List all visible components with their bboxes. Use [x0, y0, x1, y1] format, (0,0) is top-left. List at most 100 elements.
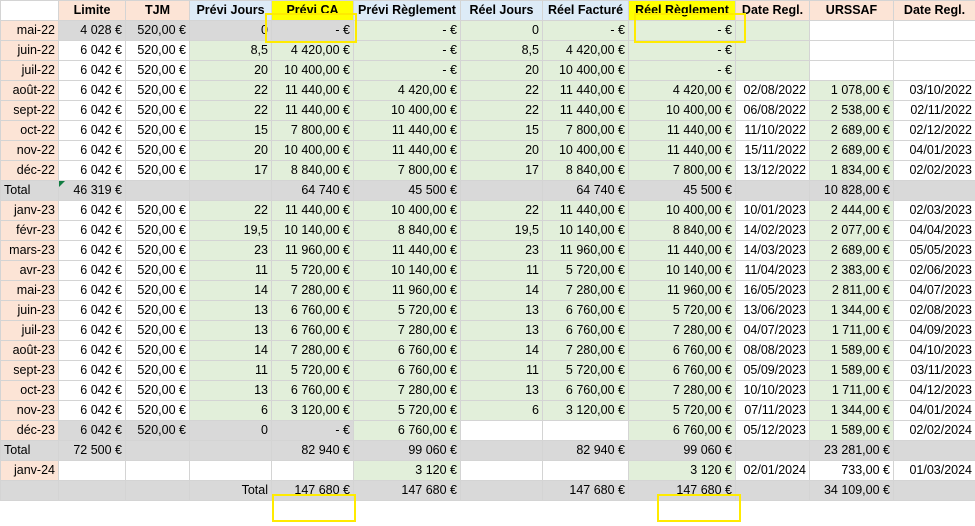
cell-reel-facture[interactable]: 6 760,00 €: [542, 380, 629, 401]
cell-previ-jours[interactable]: Total: [189, 480, 272, 501]
cell-previ-ca[interactable]: - €: [271, 420, 354, 441]
cell-urssaf[interactable]: 1 078,00 €: [809, 80, 894, 101]
cell-previ-jours[interactable]: 11: [189, 260, 272, 281]
cell-urssaf[interactable]: 2 689,00 €: [809, 120, 894, 141]
cell-month[interactable]: févr-23: [0, 220, 59, 241]
cell-reel-reglement[interactable]: 10 400,00 €: [628, 100, 736, 121]
cell-limite[interactable]: 6 042 €: [58, 140, 126, 161]
cell-previ-jours[interactable]: 17: [189, 160, 272, 181]
cell-reel-jours[interactable]: 0: [460, 20, 543, 41]
cell-date-regl[interactable]: 02/08/2022: [735, 80, 810, 101]
cell-reel-reglement[interactable]: 6 760,00 €: [628, 340, 736, 361]
cell-date-regl-urssaf[interactable]: [893, 480, 975, 501]
cell-reel-jours[interactable]: 22: [460, 200, 543, 221]
cell-date-regl-urssaf[interactable]: 04/01/2023: [893, 140, 975, 161]
cell-reel-facture[interactable]: [542, 420, 629, 441]
cell-tjm[interactable]: [125, 480, 190, 501]
cell-limite[interactable]: 6 042 €: [58, 300, 126, 321]
cell-month[interactable]: janv-23: [0, 200, 59, 221]
cell-tjm[interactable]: 520,00 €: [125, 120, 190, 141]
cell-reel-jours[interactable]: 13: [460, 380, 543, 401]
cell-date-regl[interactable]: 05/09/2023: [735, 360, 810, 381]
cell-month[interactable]: sept-22: [0, 100, 59, 121]
cell-limite[interactable]: 6 042 €: [58, 380, 126, 401]
cell-previ-ca[interactable]: 7 280,00 €: [271, 280, 354, 301]
cell-previ-reglement[interactable]: 99 060 €: [353, 440, 461, 461]
cell-month[interactable]: nov-22: [0, 140, 59, 161]
cell-reel-facture[interactable]: 7 280,00 €: [542, 280, 629, 301]
cell-tjm[interactable]: 520,00 €: [125, 20, 190, 41]
cell-reel-jours[interactable]: 8,5: [460, 40, 543, 61]
cell-previ-ca[interactable]: [271, 460, 354, 481]
cell-date-regl-urssaf[interactable]: [893, 440, 975, 461]
cell-tjm[interactable]: 520,00 €: [125, 200, 190, 221]
cell-reel-facture[interactable]: 64 740 €: [542, 180, 629, 201]
cell-previ-reglement[interactable]: 11 440,00 €: [353, 120, 461, 141]
cell-date-regl-urssaf[interactable]: [893, 20, 975, 41]
header-date-regl-urssaf[interactable]: Date Regl.: [893, 0, 975, 21]
cell-reel-reglement[interactable]: 11 440,00 €: [628, 140, 736, 161]
cell-reel-jours[interactable]: 6: [460, 400, 543, 421]
cell-reel-jours[interactable]: 20: [460, 60, 543, 81]
cell-date-regl[interactable]: 15/11/2022: [735, 140, 810, 161]
cell-urssaf[interactable]: 2 811,00 €: [809, 280, 894, 301]
cell-previ-jours[interactable]: 23: [189, 240, 272, 261]
cell-reel-jours[interactable]: 22: [460, 80, 543, 101]
cell-reel-reglement[interactable]: - €: [628, 40, 736, 61]
cell-previ-jours[interactable]: 13: [189, 320, 272, 341]
cell-date-regl[interactable]: 11/04/2023: [735, 260, 810, 281]
cell-reel-jours[interactable]: 19,5: [460, 220, 543, 241]
cell-previ-ca[interactable]: 64 740 €: [271, 180, 354, 201]
cell-reel-jours[interactable]: [460, 440, 543, 461]
cell-previ-jours[interactable]: 20: [189, 60, 272, 81]
cell-urssaf[interactable]: [809, 20, 894, 41]
cell-limite[interactable]: [58, 460, 126, 481]
cell-reel-facture[interactable]: 3 120,00 €: [542, 400, 629, 421]
cell-date-regl-urssaf[interactable]: 02/12/2022: [893, 120, 975, 141]
cell-urssaf[interactable]: 1 589,00 €: [809, 360, 894, 381]
cell-date-regl[interactable]: 13/06/2023: [735, 300, 810, 321]
cell-urssaf[interactable]: [809, 40, 894, 61]
cell-previ-reglement[interactable]: 4 420,00 €: [353, 80, 461, 101]
cell-reel-reglement[interactable]: 7 280,00 €: [628, 320, 736, 341]
cell-previ-jours[interactable]: 14: [189, 340, 272, 361]
cell-date-regl[interactable]: 07/11/2023: [735, 400, 810, 421]
cell-month[interactable]: juil-22: [0, 60, 59, 81]
cell-reel-jours[interactable]: 14: [460, 340, 543, 361]
cell-tjm[interactable]: [125, 460, 190, 481]
cell-tjm[interactable]: 520,00 €: [125, 260, 190, 281]
cell-date-regl[interactable]: [735, 40, 810, 61]
cell-limite[interactable]: 6 042 €: [58, 400, 126, 421]
cell-previ-ca[interactable]: 10 140,00 €: [271, 220, 354, 241]
cell-reel-jours[interactable]: 20: [460, 140, 543, 161]
cell-date-regl-urssaf[interactable]: 02/02/2023: [893, 160, 975, 181]
cell-previ-ca[interactable]: 5 720,00 €: [271, 260, 354, 281]
cell-month[interactable]: mai-22: [0, 20, 59, 41]
cell-previ-ca[interactable]: 11 440,00 €: [271, 200, 354, 221]
cell-reel-reglement[interactable]: 147 680 €: [628, 480, 736, 501]
cell-previ-jours[interactable]: 13: [189, 380, 272, 401]
cell-previ-ca[interactable]: 5 720,00 €: [271, 360, 354, 381]
cell-month[interactable]: sept-23: [0, 360, 59, 381]
cell-date-regl[interactable]: 10/10/2023: [735, 380, 810, 401]
cell-date-regl-urssaf[interactable]: 04/01/2024: [893, 400, 975, 421]
cell-previ-reglement[interactable]: 3 120 €: [353, 460, 461, 481]
cell-limite[interactable]: 6 042 €: [58, 240, 126, 261]
cell-limite[interactable]: 6 042 €: [58, 120, 126, 141]
cell-previ-ca[interactable]: 6 760,00 €: [271, 300, 354, 321]
cell-reel-reglement[interactable]: 11 960,00 €: [628, 280, 736, 301]
cell-date-regl[interactable]: [735, 20, 810, 41]
cell-reel-facture[interactable]: 7 280,00 €: [542, 340, 629, 361]
cell-limite[interactable]: 6 042 €: [58, 340, 126, 361]
cell-previ-jours[interactable]: 6: [189, 400, 272, 421]
cell-date-regl[interactable]: 11/10/2022: [735, 120, 810, 141]
cell-month[interactable]: août-22: [0, 80, 59, 101]
cell-urssaf[interactable]: 2 689,00 €: [809, 140, 894, 161]
cell-reel-facture[interactable]: 7 800,00 €: [542, 120, 629, 141]
cell-month[interactable]: [0, 480, 59, 501]
cell-previ-ca[interactable]: 147 680 €: [271, 480, 354, 501]
cell-previ-ca[interactable]: 7 280,00 €: [271, 340, 354, 361]
cell-reel-reglement[interactable]: 11 440,00 €: [628, 240, 736, 261]
cell-previ-ca[interactable]: 10 400,00 €: [271, 60, 354, 81]
cell-date-regl[interactable]: [735, 480, 810, 501]
